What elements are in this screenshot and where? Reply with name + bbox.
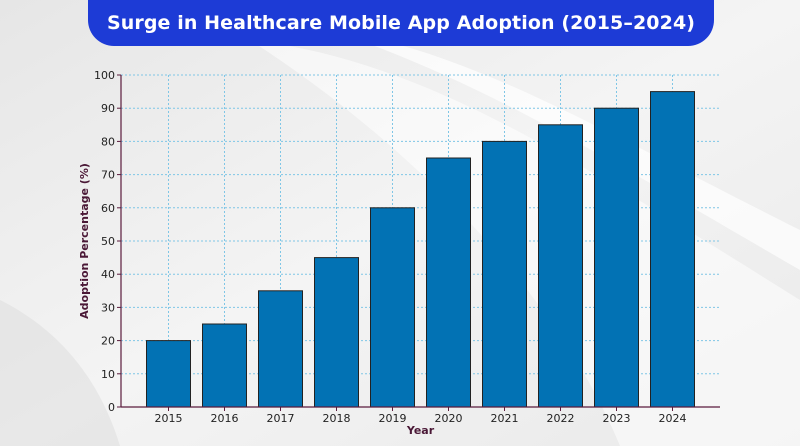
bar-2023	[594, 107, 639, 408]
x-tick-label: 2015	[155, 412, 183, 425]
x-tick-label: 2017	[267, 412, 295, 425]
bar-2017	[258, 290, 303, 408]
x-tick-labels: 2015 2016 2017 2018 2019 2020 2021 2022 2023 2024	[155, 412, 687, 425]
y-tick-label: 50	[101, 235, 115, 248]
page-title: Surge in Healthcare Mobile App Adoption …	[106, 12, 696, 34]
y-tick-label: 30	[101, 301, 115, 314]
y-tick-label: 0	[108, 401, 115, 414]
y-tick-label: 90	[101, 102, 115, 115]
bar-2016	[202, 323, 247, 408]
bar-2021	[482, 140, 527, 408]
y-tick-label: 10	[101, 368, 115, 381]
bar-2020	[426, 157, 471, 408]
bar-2022	[538, 124, 583, 408]
axes	[117, 74, 720, 411]
bar-2024	[650, 91, 695, 408]
bar-2018	[314, 257, 359, 408]
x-tick-label: 2016	[211, 412, 239, 425]
y-axis-title: Adoption Percentage (%)	[78, 163, 91, 319]
x-tick-label: 2023	[603, 412, 631, 425]
bar-2019	[370, 207, 415, 408]
x-tick-label: 2021	[491, 412, 519, 425]
y-tick-label: 100	[94, 69, 115, 82]
x-tick-label: 2020	[435, 412, 463, 425]
x-axis-title: Year	[406, 424, 435, 437]
y-tick-label: 80	[101, 135, 115, 148]
y-tick-label: 40	[101, 268, 115, 281]
y-tick-labels: 0 10 20 30 40 50 60 70 80 90 100	[94, 69, 115, 414]
bar-2015	[146, 340, 191, 408]
title-banner: Surge in Healthcare Mobile App Adoption …	[88, 0, 714, 46]
y-tick-label: 70	[101, 169, 115, 182]
x-tick-label: 2024	[659, 412, 687, 425]
x-tick-label: 2018	[323, 412, 351, 425]
y-tick-label: 20	[101, 335, 115, 348]
x-tick-label: 2022	[547, 412, 575, 425]
y-tick-label: 60	[101, 202, 115, 215]
x-tick-label: 2019	[379, 412, 407, 425]
bars	[146, 91, 695, 408]
